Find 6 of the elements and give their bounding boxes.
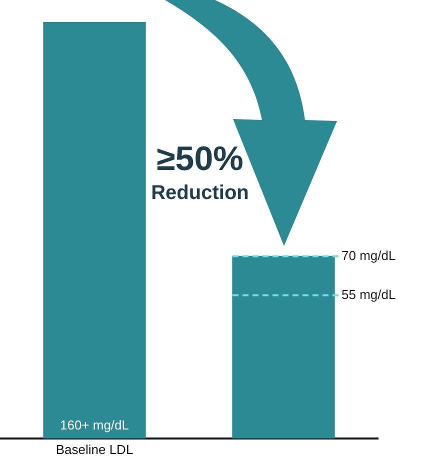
- ref-line-label: 55 mg/dL: [342, 286, 396, 302]
- x-tick-label: Baseline LDL: [56, 442, 134, 457]
- ref-line-label: 70 mg/dL: [342, 248, 396, 263]
- annotation: Reduction: [150, 182, 250, 205]
- data-label: 160+ mg/dL: [60, 417, 130, 432]
- annotation: ≥50%: [156, 140, 244, 179]
